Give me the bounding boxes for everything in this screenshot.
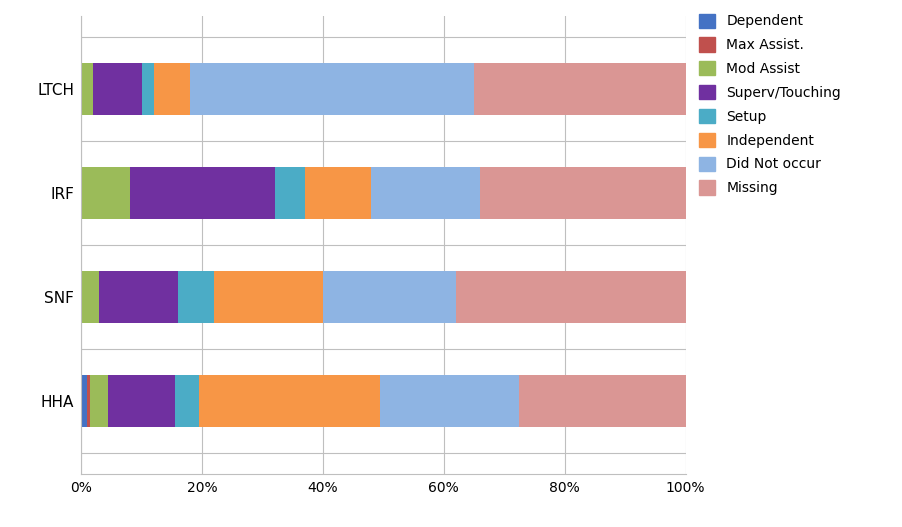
Bar: [456, 271, 686, 323]
Bar: [93, 63, 142, 115]
Bar: [175, 375, 199, 427]
Bar: [130, 167, 274, 219]
Bar: [99, 271, 178, 323]
Bar: [108, 375, 175, 427]
Bar: [178, 271, 214, 323]
Bar: [81, 271, 99, 323]
Bar: [480, 167, 686, 219]
Bar: [474, 63, 686, 115]
Bar: [520, 375, 686, 427]
Bar: [381, 375, 520, 427]
Bar: [90, 375, 108, 427]
Bar: [81, 375, 87, 427]
Bar: [199, 375, 381, 427]
Bar: [81, 167, 130, 219]
Bar: [372, 167, 480, 219]
Bar: [214, 271, 323, 323]
Bar: [274, 167, 305, 219]
Legend: Dependent, Max Assist., Mod Assist, Superv/Touching, Setup, Independent, Did Not: Dependent, Max Assist., Mod Assist, Supe…: [698, 14, 841, 195]
Bar: [87, 375, 90, 427]
Bar: [142, 63, 153, 115]
Bar: [81, 63, 93, 115]
Bar: [305, 167, 372, 219]
Bar: [190, 63, 474, 115]
Bar: [323, 271, 456, 323]
Bar: [153, 63, 190, 115]
